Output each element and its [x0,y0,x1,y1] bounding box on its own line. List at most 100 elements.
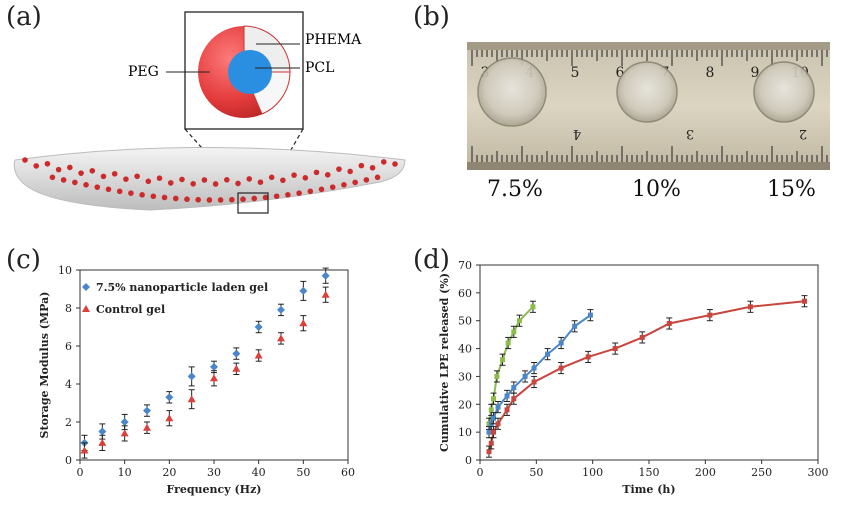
data-point-diamond [321,271,330,280]
x-tick-label: 0 [77,466,84,479]
nanoparticle-dot [235,180,241,187]
data-point-diamond [254,323,263,331]
data-point [486,449,492,455]
nanoparticle-dot [60,177,67,183]
chart-d-lpe-release: 0 50 100 150 200 250 300 0 10 20 30 40 50 60 70 Time (h… [438,259,829,496]
data-point [747,304,753,310]
data-point [505,340,511,346]
nanoparticle-dot [347,168,353,175]
legend-label: Control gel [96,303,165,316]
data-point [491,429,497,435]
ruler-top-number: 6 [616,65,625,81]
nanoparticle-dot [307,188,314,195]
y-axis-label: Cumulative LPE released (%) [438,273,451,452]
lens-photo-7-5 [477,57,547,127]
y-tick-label: 0 [465,454,472,467]
nanoparticle-dot [380,159,387,165]
nanoparticle-dot [251,195,258,202]
data-point-diamond [232,349,241,358]
nanoparticle-dot [161,194,168,201]
panel-label-a: (a) [6,2,42,32]
data-point [801,298,807,304]
data-point-diamond [143,406,151,415]
data-point [511,385,517,391]
y-tick-label: 70 [458,259,472,272]
data-point [500,357,506,363]
data-point [504,407,510,413]
nanoparticle-dot [156,175,163,181]
data-point-triangle [187,395,196,403]
x-axis-label: Time (h) [622,483,675,496]
panel-label-d: (d) [413,245,450,275]
concentration-label-15: 15% [767,177,816,202]
nanoparticle-dot [352,179,358,186]
ruler-bottom-numbers: 4 3 2 [573,126,807,141]
data-point [666,321,672,326]
lens-photo-15 [753,61,815,123]
nanoparticle-dot [313,169,320,176]
panel-label-c: (c) [6,245,41,275]
y-tick-label: 10 [458,426,472,439]
x-tick-label: 50 [296,466,310,479]
nanoparticle-dot [89,168,96,174]
data-point [572,323,578,329]
panel-a-schematic [13,11,406,214]
x-tick-label: 100 [582,466,603,479]
data-point [511,396,517,402]
y-tick-label: 2 [65,416,72,429]
data-point [707,312,713,318]
data-point-triangle [232,364,241,372]
ruler-top-number: 9 [751,65,760,81]
nanoparticle-dot [172,195,179,202]
nanoparticle-dot [105,186,112,193]
nanoparticle-dot [139,192,145,198]
nanoparticle-dot [229,196,235,203]
y-tick-label: 40 [458,343,472,356]
nanoparticle-sphere [198,25,291,118]
y-tick-label: 30 [458,370,472,383]
data-point [545,351,551,357]
nanoparticle-dot [111,171,118,177]
y-tick-label: 20 [458,398,472,411]
nanoparticle-dot [184,196,190,203]
y-axis-label: Storage Modulus (MPa) [38,292,51,439]
data-point-triangle [254,351,263,359]
phema-label: PHEMA [305,32,362,48]
data-point [491,415,497,421]
x-tick-label: 0 [477,466,484,479]
zoom-box [237,192,269,214]
nanoparticle-dot [217,197,224,203]
data-point [504,393,510,399]
nanoparticle-dot [128,190,134,196]
data-point [587,312,593,318]
nanoparticle-dot [336,166,342,172]
data-point-triangle [165,414,174,422]
data-point-triangle [210,374,218,382]
data-point-triangle [120,429,129,437]
lens-photo-10 [616,61,678,123]
data-point [495,404,501,410]
panel-b-photo: 345678910 432 [467,42,830,170]
nanoparticle-dot [318,186,325,193]
ruler-top-number: 5 [571,65,580,81]
y-tick-label: 10 [58,264,72,277]
nanoparticle-dot [78,170,84,176]
y-tick-label: 60 [458,287,472,300]
nanoparticle-dot [72,179,78,186]
data-point-triangle [143,423,151,431]
data-point [558,365,564,371]
data-point [612,346,618,352]
nanoparticle-dot [224,176,230,183]
nanoparticle-dot [363,177,370,183]
data-point [486,429,492,435]
x-tick-label: 30 [207,466,221,479]
nanoparticle-dot [134,173,140,180]
data-point [488,407,494,413]
data-point-diamond [299,286,308,295]
nanoparticle-dot [369,164,376,171]
nanoparticle-dot [257,179,264,185]
nanoparticle-dot [296,190,302,196]
nanoparticle-dot [195,196,201,203]
y-tick-label: 6 [65,340,72,353]
nanoparticle-dot [22,157,28,163]
